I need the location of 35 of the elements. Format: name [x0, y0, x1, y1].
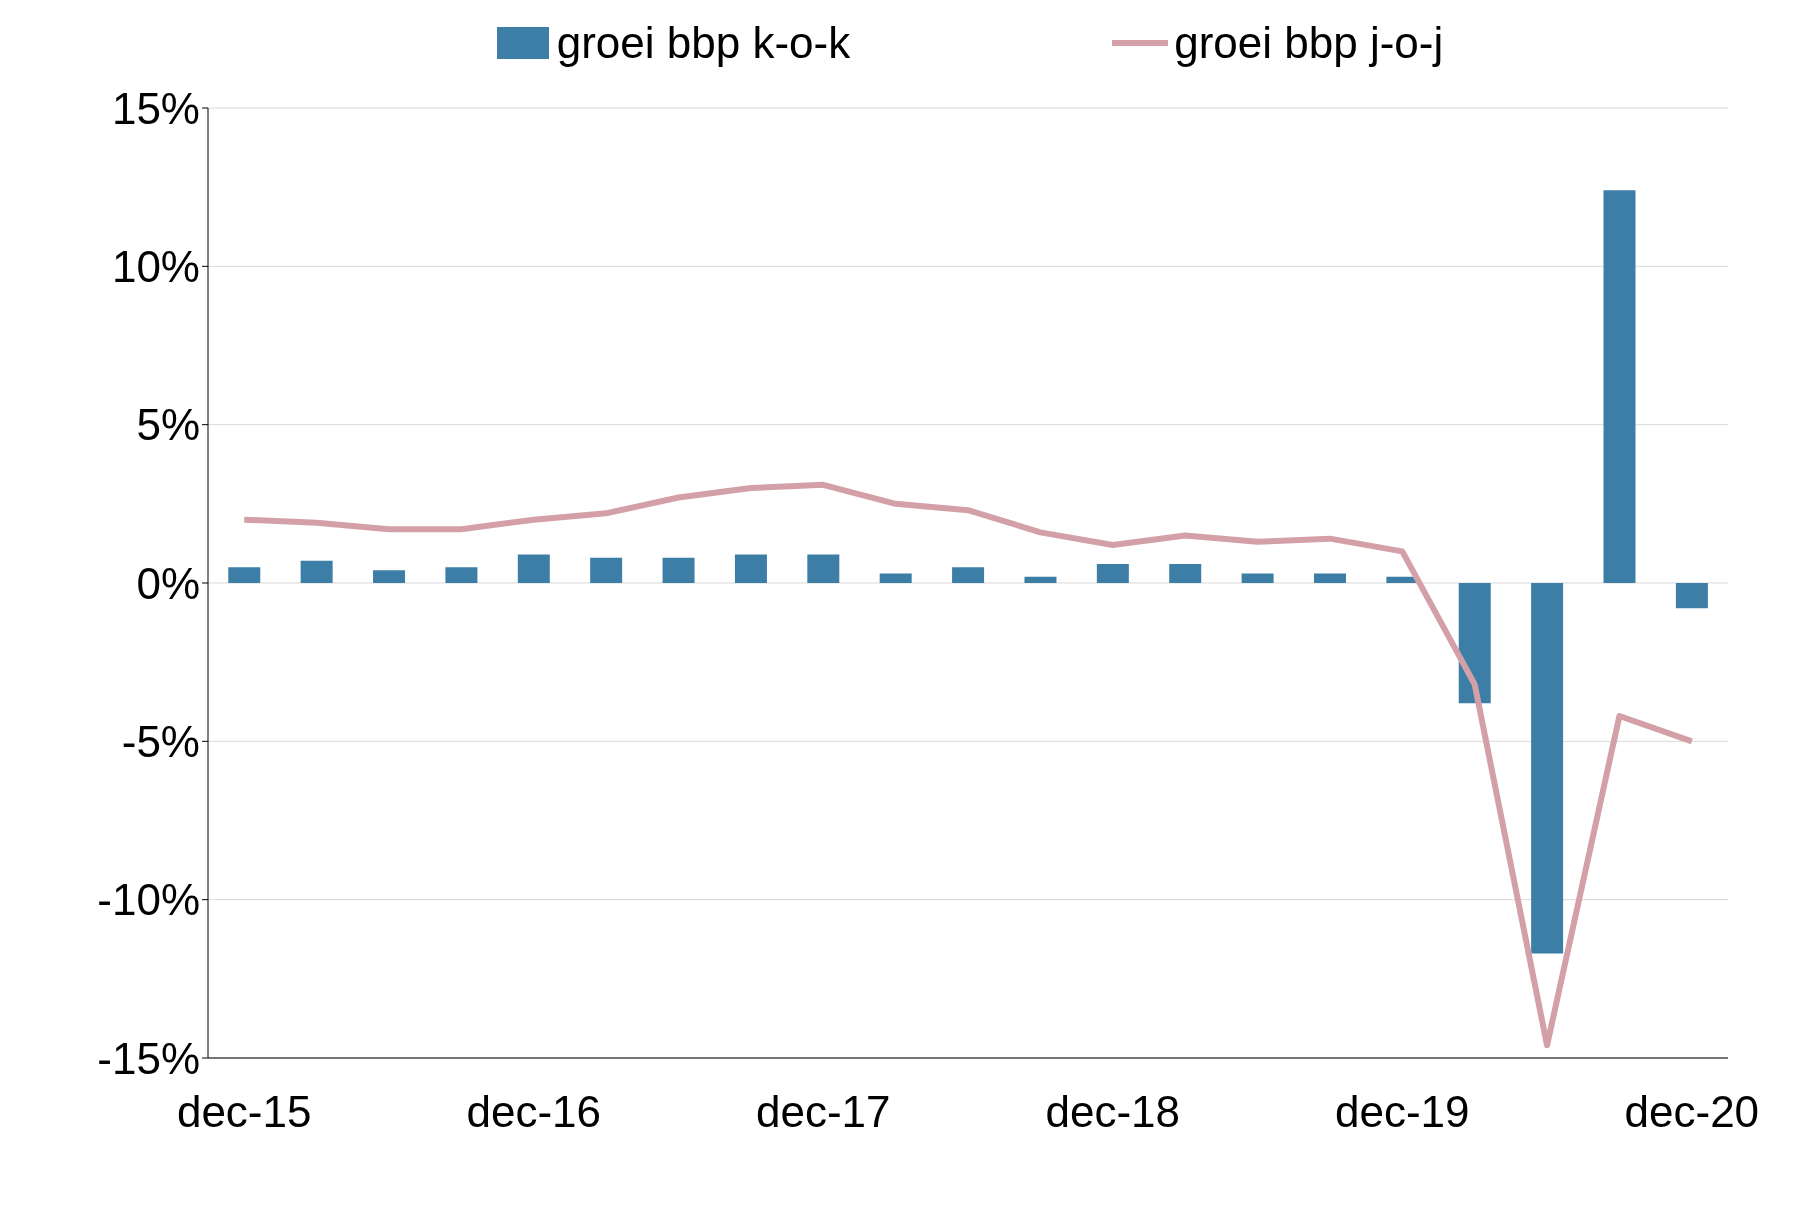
bar — [300, 560, 333, 583]
bar — [1603, 190, 1636, 583]
bar — [1675, 583, 1708, 609]
y-tick-label: 15% — [111, 83, 200, 133]
y-tick-label: -10% — [97, 875, 200, 925]
y-tick-label: 10% — [111, 241, 200, 291]
bar — [373, 570, 406, 583]
bar — [807, 554, 840, 583]
legend-label: groei bbp k-o-k — [556, 18, 851, 68]
bar — [1096, 564, 1129, 583]
bar — [1169, 564, 1202, 583]
x-tick-label: dec-16 — [466, 1087, 601, 1137]
bar — [879, 573, 912, 583]
bar — [1531, 583, 1564, 954]
bar — [662, 557, 695, 583]
y-tick-label: 0% — [136, 558, 200, 608]
bar — [445, 567, 478, 583]
x-tick-label: dec-15 — [176, 1087, 312, 1137]
x-tick-label: dec-18 — [1045, 1087, 1181, 1137]
bar — [734, 554, 767, 583]
bar — [1024, 576, 1057, 583]
y-tick-label: 5% — [136, 400, 200, 450]
bar — [228, 567, 261, 583]
x-tick-label: dec-19 — [1335, 1087, 1470, 1137]
bar — [517, 554, 550, 583]
x-tick-label: dec-17 — [755, 1087, 891, 1137]
bar — [1241, 573, 1274, 583]
y-tick-label: -15% — [97, 1033, 200, 1083]
legend-label: groei bbp j-o-j — [1174, 18, 1444, 68]
bar — [952, 567, 985, 583]
bar — [1458, 583, 1491, 704]
bar — [590, 557, 623, 583]
bar — [1313, 573, 1346, 583]
y-tick-label: -5% — [121, 716, 200, 766]
x-tick-label: dec-20 — [1624, 1087, 1760, 1137]
